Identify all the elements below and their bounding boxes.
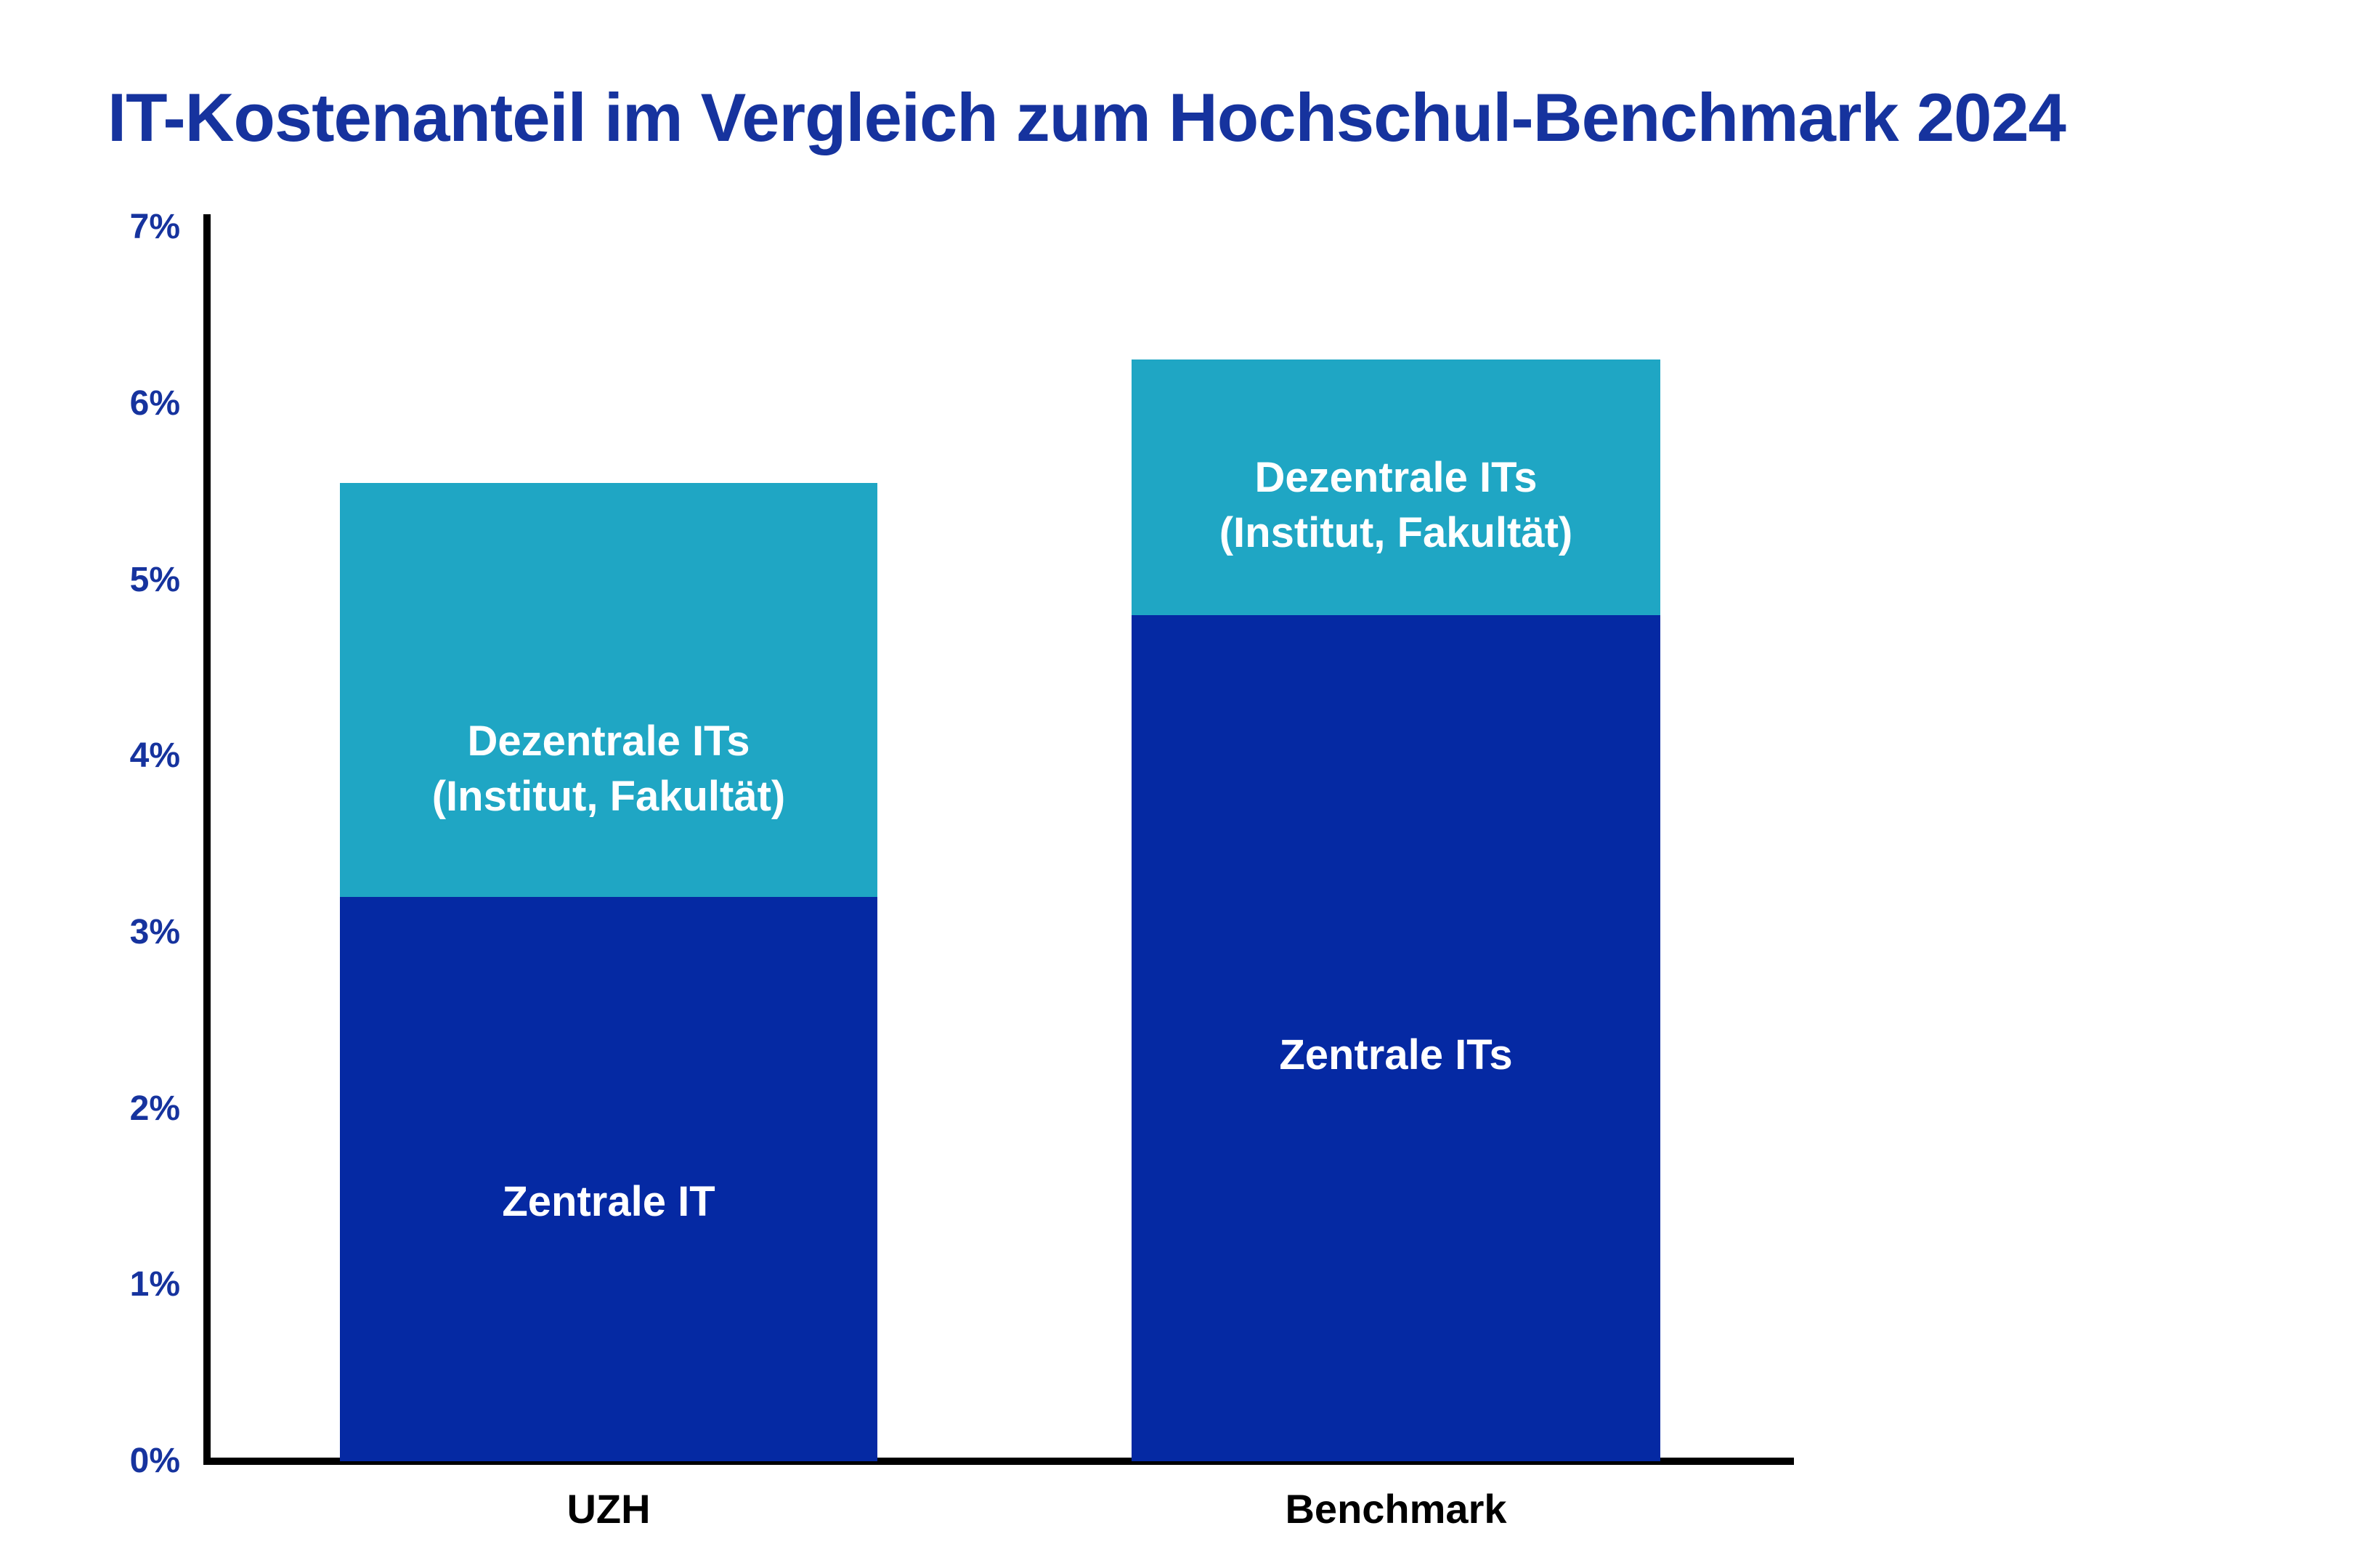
y-tick-label-3pct: 3% (129, 912, 180, 951)
segment-label: Dezentrale ITs (Institut, Fakultät) (340, 714, 877, 824)
x-category-label-benchmark: Benchmark (1285, 1486, 1507, 1532)
bar-segment-uzh-zentrale: Zentrale IT (340, 897, 877, 1461)
segment-label-line: Dezentrale ITs (467, 717, 750, 765)
y-tick-label-5pct: 5% (129, 560, 180, 599)
x-category-label-uzh: UZH (567, 1486, 651, 1532)
y-tick-label-4pct: 4% (129, 736, 180, 776)
x-axis-line (203, 1458, 1794, 1465)
segment-label-line: (Institut, Fakultät) (1219, 508, 1573, 556)
segment-label: Zentrale IT (340, 1174, 877, 1230)
bar-segment-uzh-dezentrale: Dezentrale ITs (Institut, Fakultät) (340, 483, 877, 898)
bar-segment-benchmark-zentrale: Zentrale ITs (1132, 615, 1660, 1461)
y-tick-label-0pct: 0% (129, 1442, 180, 1480)
bar-segment-benchmark-dezentrale: Dezentrale ITs (Institut, Fakultät) (1132, 359, 1660, 616)
segment-label: Dezentrale ITs (Institut, Fakultät) (1132, 450, 1660, 561)
segment-label-line: Zentrale IT (502, 1177, 715, 1225)
segment-label-line: (Institut, Fakultät) (431, 772, 786, 820)
y-tick-label-7pct: 7% (129, 208, 180, 247)
y-tick-label-1pct: 1% (129, 1265, 180, 1304)
chart-title: IT-Kostenanteil im Vergleich zum Hochsch… (107, 79, 2066, 155)
segment-label-line: Zentrale ITs (1279, 1031, 1513, 1078)
segment-label-line: Dezentrale ITs (1254, 453, 1538, 501)
y-tick-label-2pct: 2% (129, 1089, 180, 1128)
segment-label: Zentrale ITs (1132, 1028, 1660, 1083)
y-axis-line (203, 214, 211, 1465)
y-tick-label-6pct: 6% (129, 383, 180, 423)
